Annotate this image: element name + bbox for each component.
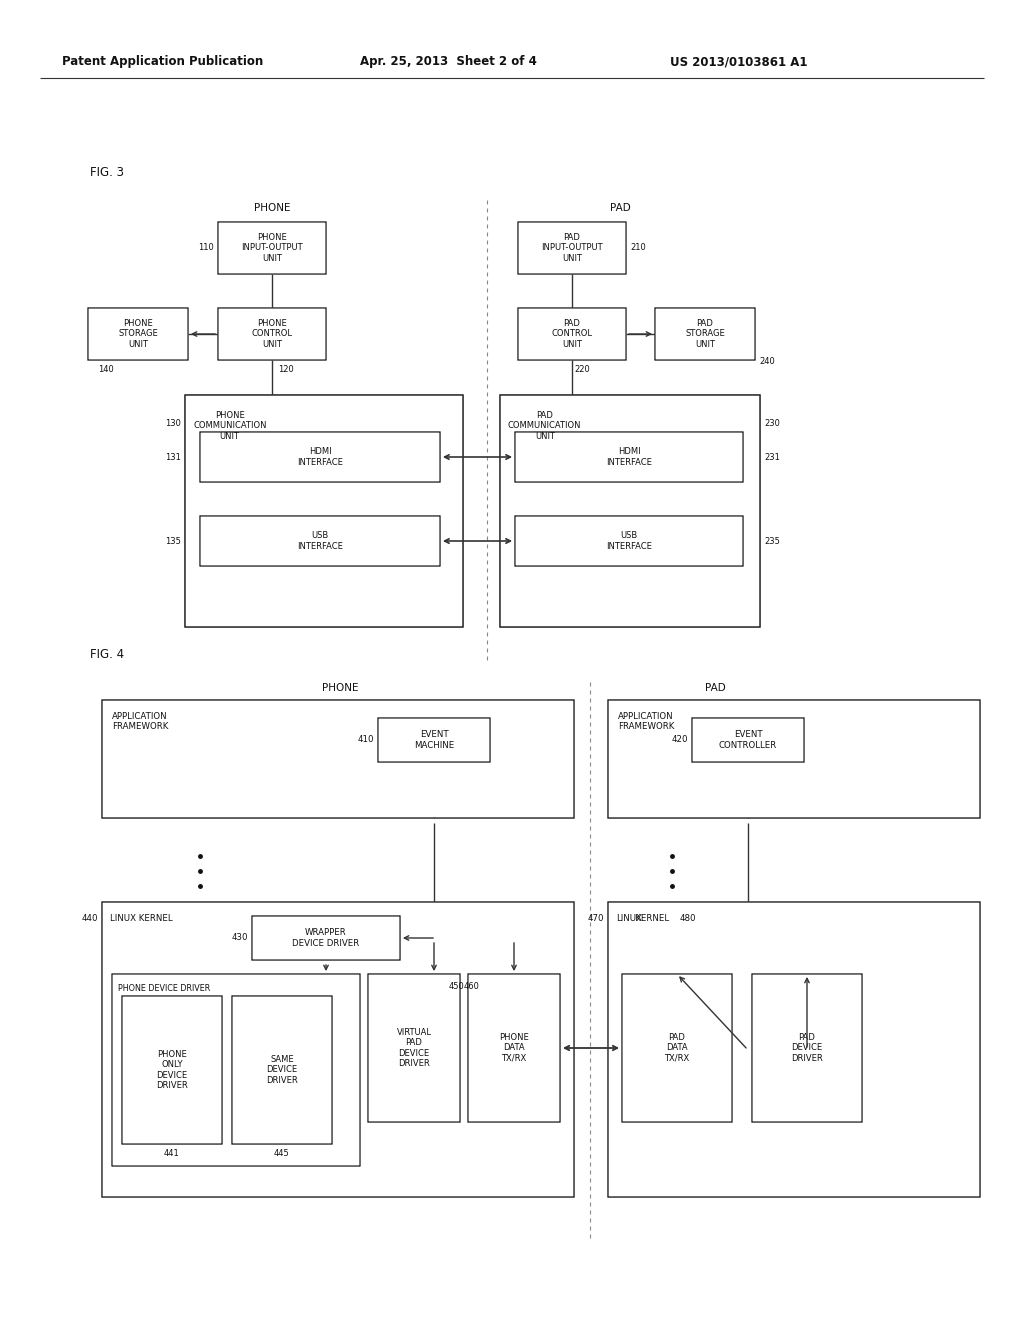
- Text: 230: 230: [764, 418, 780, 428]
- FancyBboxPatch shape: [218, 308, 326, 360]
- Text: PHONE
CONTROL
UNIT: PHONE CONTROL UNIT: [252, 319, 293, 348]
- FancyBboxPatch shape: [655, 308, 755, 360]
- FancyBboxPatch shape: [252, 916, 400, 960]
- Text: PHONE: PHONE: [322, 682, 358, 693]
- Text: PHONE
STORAGE
UNIT: PHONE STORAGE UNIT: [118, 319, 158, 348]
- FancyBboxPatch shape: [232, 997, 332, 1144]
- Text: PHONE
ONLY
DEVICE
DRIVER: PHONE ONLY DEVICE DRIVER: [156, 1049, 187, 1090]
- Text: PHONE
DATA
TX/RX: PHONE DATA TX/RX: [499, 1034, 528, 1063]
- FancyBboxPatch shape: [515, 516, 743, 566]
- Text: APPLICATION
FRAMEWORK: APPLICATION FRAMEWORK: [618, 711, 675, 731]
- Text: 240: 240: [759, 358, 775, 367]
- Text: 430: 430: [231, 933, 248, 942]
- FancyBboxPatch shape: [218, 222, 326, 275]
- Text: 220: 220: [574, 366, 590, 375]
- Text: LINUX: LINUX: [616, 913, 642, 923]
- Text: EVENT
MACHINE: EVENT MACHINE: [414, 730, 454, 750]
- Text: PHONE
COMMUNICATION
UNIT: PHONE COMMUNICATION UNIT: [193, 411, 266, 441]
- FancyBboxPatch shape: [500, 395, 760, 627]
- FancyBboxPatch shape: [468, 974, 560, 1122]
- Text: PAD
CONTROL
UNIT: PAD CONTROL UNIT: [552, 319, 593, 348]
- Text: 231: 231: [764, 453, 780, 462]
- FancyBboxPatch shape: [608, 700, 980, 818]
- Text: 135: 135: [165, 536, 181, 545]
- Text: Apr. 25, 2013  Sheet 2 of 4: Apr. 25, 2013 Sheet 2 of 4: [360, 55, 537, 69]
- FancyBboxPatch shape: [518, 222, 626, 275]
- Text: PHONE DEVICE DRIVER: PHONE DEVICE DRIVER: [118, 983, 210, 993]
- Text: 120: 120: [278, 366, 294, 375]
- Text: 235: 235: [764, 536, 780, 545]
- Text: Patent Application Publication: Patent Application Publication: [62, 55, 263, 69]
- Text: 420: 420: [672, 735, 688, 744]
- Text: PAD
INPUT-OUTPUT
UNIT: PAD INPUT-OUTPUT UNIT: [542, 234, 603, 263]
- Text: PAD: PAD: [609, 203, 631, 213]
- Text: 130: 130: [165, 418, 181, 428]
- FancyBboxPatch shape: [692, 718, 804, 762]
- Text: US 2013/0103861 A1: US 2013/0103861 A1: [670, 55, 808, 69]
- Text: 450: 450: [449, 982, 464, 991]
- Text: 110: 110: [199, 243, 214, 252]
- Text: HDMI
INTERFACE: HDMI INTERFACE: [297, 447, 343, 467]
- Text: FIG. 3: FIG. 3: [90, 165, 124, 178]
- FancyBboxPatch shape: [122, 997, 222, 1144]
- Text: PAD
COMMUNICATION
UNIT: PAD COMMUNICATION UNIT: [508, 411, 582, 441]
- Text: 140: 140: [98, 366, 114, 375]
- FancyBboxPatch shape: [608, 902, 980, 1197]
- Text: USB
INTERFACE: USB INTERFACE: [606, 531, 652, 550]
- FancyBboxPatch shape: [200, 432, 440, 482]
- Text: PHONE
INPUT-OUTPUT
UNIT: PHONE INPUT-OUTPUT UNIT: [242, 234, 303, 263]
- Text: 480: 480: [680, 913, 696, 923]
- FancyBboxPatch shape: [378, 718, 490, 762]
- Text: 445: 445: [274, 1150, 290, 1159]
- Text: APPLICATION
FRAMEWORK: APPLICATION FRAMEWORK: [112, 711, 168, 731]
- Text: 470: 470: [588, 913, 604, 923]
- Text: PAD
DEVICE
DRIVER: PAD DEVICE DRIVER: [792, 1034, 823, 1063]
- Text: 410: 410: [357, 735, 374, 744]
- Text: VIRTUAL
PAD
DEVICE
DRIVER: VIRTUAL PAD DEVICE DRIVER: [396, 1028, 431, 1068]
- Text: PAD
DATA
TX/RX: PAD DATA TX/RX: [665, 1034, 689, 1063]
- Text: PAD
STORAGE
UNIT: PAD STORAGE UNIT: [685, 319, 725, 348]
- FancyBboxPatch shape: [102, 700, 574, 818]
- FancyBboxPatch shape: [518, 308, 626, 360]
- FancyBboxPatch shape: [88, 308, 188, 360]
- Text: KERNEL: KERNEL: [616, 913, 669, 923]
- Text: WRAPPER
DEVICE DRIVER: WRAPPER DEVICE DRIVER: [293, 928, 359, 948]
- FancyBboxPatch shape: [102, 902, 574, 1197]
- FancyBboxPatch shape: [368, 974, 460, 1122]
- FancyBboxPatch shape: [622, 974, 732, 1122]
- Text: 131: 131: [165, 453, 181, 462]
- Text: EVENT
CONTROLLER: EVENT CONTROLLER: [719, 730, 777, 750]
- Text: HDMI
INTERFACE: HDMI INTERFACE: [606, 447, 652, 467]
- Text: 441: 441: [164, 1150, 180, 1159]
- FancyBboxPatch shape: [185, 395, 463, 627]
- Text: 440: 440: [82, 913, 98, 923]
- Text: FIG. 4: FIG. 4: [90, 648, 124, 661]
- FancyBboxPatch shape: [515, 432, 743, 482]
- FancyBboxPatch shape: [752, 974, 862, 1122]
- Text: USB
INTERFACE: USB INTERFACE: [297, 531, 343, 550]
- Text: PHONE: PHONE: [254, 203, 290, 213]
- Text: LINUX KERNEL: LINUX KERNEL: [110, 913, 173, 923]
- Text: SAME
DEVICE
DRIVER: SAME DEVICE DRIVER: [266, 1055, 298, 1085]
- FancyBboxPatch shape: [112, 974, 360, 1166]
- FancyBboxPatch shape: [200, 516, 440, 566]
- Text: 460: 460: [464, 982, 480, 991]
- Text: 210: 210: [630, 243, 646, 252]
- Text: PAD: PAD: [705, 682, 725, 693]
